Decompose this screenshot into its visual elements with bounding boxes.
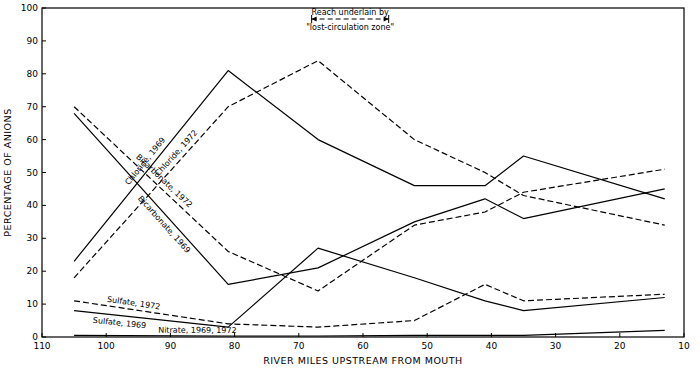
x-tick xyxy=(363,333,364,337)
x-tick-label: 80 xyxy=(229,341,241,351)
y-tick xyxy=(42,73,46,74)
y-tick xyxy=(42,304,46,305)
y-axis-title: PERCENTAGE OF ANIONS xyxy=(2,108,13,236)
x-tick xyxy=(619,333,620,337)
plot-frame xyxy=(42,8,684,337)
y-tick-label: 10 xyxy=(27,299,39,309)
y-tick xyxy=(42,172,46,173)
series-label: Bicarbonate, 1969 xyxy=(136,194,192,255)
series-line xyxy=(74,248,665,327)
y-tick-label: 80 xyxy=(27,69,39,79)
y-tick-label: 20 xyxy=(27,266,39,276)
y-tick xyxy=(42,40,46,41)
x-tick-label: 110 xyxy=(33,341,50,351)
y-tick xyxy=(42,205,46,206)
x-tick-label: 10 xyxy=(678,341,690,351)
series-line xyxy=(74,71,665,262)
x-tick-label: 100 xyxy=(98,341,115,351)
x-tick-label: 60 xyxy=(357,341,369,351)
x-tick-label: 50 xyxy=(421,341,433,351)
x-tick xyxy=(684,333,685,337)
y-tick xyxy=(42,106,46,107)
series-line xyxy=(74,107,665,291)
y-tick-label: 30 xyxy=(27,233,39,243)
annotation-text: "lost-circulation zone" xyxy=(306,23,394,32)
y-tick xyxy=(42,238,46,239)
x-tick-label: 70 xyxy=(293,341,305,351)
x-tick-label: 90 xyxy=(165,341,177,351)
x-tick-label: 30 xyxy=(550,341,562,351)
y-tick-label: 90 xyxy=(27,36,39,46)
series-label: Sulfate, 1969 xyxy=(92,316,146,331)
x-axis-title: RIVER MILES UPSTREAM FROM MOUTH xyxy=(263,355,463,366)
y-tick xyxy=(42,337,46,338)
annotation-bracket xyxy=(312,15,389,23)
series-label: Nitrate, 1969, 1972 xyxy=(158,326,237,335)
y-tick xyxy=(42,271,46,272)
y-tick xyxy=(42,8,46,9)
x-tick xyxy=(42,333,43,337)
y-tick-label: 70 xyxy=(27,102,39,112)
x-tick-label: 20 xyxy=(614,341,626,351)
y-tick-label: 100 xyxy=(21,3,38,13)
y-tick xyxy=(42,139,46,140)
series-label: Sulfate, 1972 xyxy=(106,295,160,312)
series-line xyxy=(74,61,665,278)
y-tick-label: 50 xyxy=(27,168,39,178)
series-line xyxy=(74,113,665,284)
y-tick-label: 0 xyxy=(32,332,38,342)
y-tick-label: 40 xyxy=(27,200,39,210)
x-tick-label: 40 xyxy=(486,341,498,351)
chart: 1101009080706050403020100102030405060708… xyxy=(0,0,700,371)
x-tick xyxy=(555,333,556,337)
series-group xyxy=(74,61,665,336)
annotation-text: Reach underlain by xyxy=(312,8,390,17)
y-tick-label: 60 xyxy=(27,135,39,145)
